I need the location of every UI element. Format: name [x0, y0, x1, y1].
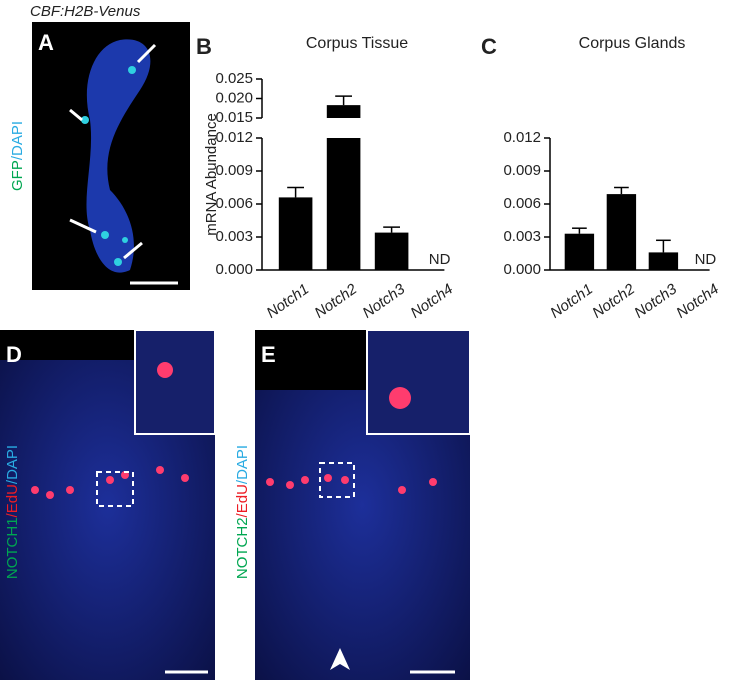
bar — [564, 233, 595, 270]
tissue — [86, 39, 151, 273]
panel-label: B — [196, 34, 212, 59]
lumen — [255, 330, 367, 390]
lumen — [0, 330, 135, 360]
x-tick-label: Notch4 — [407, 281, 456, 322]
y-tick-label: 0.012 — [503, 129, 541, 146]
bar — [326, 138, 361, 270]
stain: NOTCH2 — [234, 517, 251, 579]
y-tick-label: 0.020 — [215, 89, 253, 106]
x-tick-label: Notch1 — [547, 281, 596, 322]
y-tick-label: 0.006 — [215, 195, 253, 212]
nuclei — [81, 66, 136, 266]
panel-label: A — [38, 30, 54, 55]
x-tick-label: Notch1 — [263, 281, 312, 322]
stain-label: NOTCH1/EdU/DAPI — [4, 445, 21, 579]
y-tick-label: 0.000 — [503, 261, 541, 278]
roi — [319, 462, 355, 498]
y-tick-label: 0.000 — [215, 261, 253, 278]
edu-cells — [31, 466, 189, 499]
x-tick-label: Notch2 — [589, 280, 638, 322]
bar — [278, 197, 313, 270]
arrows — [69, 43, 157, 260]
y-tick-label: 0.003 — [503, 228, 541, 245]
bar — [606, 194, 637, 270]
x-tick-label: Notch3 — [631, 280, 680, 322]
chart-title: Corpus Glands — [579, 35, 686, 52]
bar-upper — [326, 105, 361, 118]
x-tick-label: Notch4 — [673, 281, 722, 322]
y-tick-label: 0.003 — [215, 228, 253, 245]
x-tick-label: Notch3 — [359, 280, 408, 322]
stain: /DAPI — [234, 445, 251, 484]
y-tick-label: 0.012 — [215, 129, 253, 146]
x-tick-label: Notch2 — [311, 280, 360, 322]
edu-cells — [266, 474, 437, 494]
panel-label: C — [481, 34, 497, 59]
edu-cell — [157, 362, 173, 378]
value-label: ND — [429, 251, 451, 268]
roi — [96, 471, 134, 507]
stain-label: GFP/DAPI — [9, 121, 26, 191]
panel-label: D — [6, 342, 22, 367]
inset — [366, 329, 471, 435]
stain: /EdU — [4, 484, 21, 517]
stain-label: NOTCH2/EdU/DAPI — [234, 445, 251, 579]
bar — [374, 232, 409, 270]
y-tick-label: 0.009 — [503, 162, 541, 179]
stain: /DAPI — [9, 121, 26, 160]
y-axis-label: mRNA Abundance — [203, 113, 220, 236]
panel-title: CBF:H2B-Venus — [30, 3, 141, 20]
value-label: ND — [695, 251, 717, 268]
stain: /EdU — [234, 484, 251, 517]
arrowhead — [330, 648, 350, 670]
y-tick-label: 0.006 — [503, 195, 541, 212]
chart-title: Corpus Tissue — [306, 35, 408, 52]
stain: NOTCH1 — [4, 517, 21, 579]
stain: /DAPI — [4, 445, 21, 484]
y-tick-label: 0.009 — [215, 162, 253, 179]
panel-label: E — [261, 342, 276, 367]
inset — [134, 329, 216, 435]
y-tick-label: 0.015 — [215, 109, 253, 126]
bar — [648, 252, 679, 270]
stain: GFP — [9, 160, 26, 191]
y-tick-label: 0.025 — [215, 70, 253, 87]
edu-cell — [389, 387, 411, 409]
